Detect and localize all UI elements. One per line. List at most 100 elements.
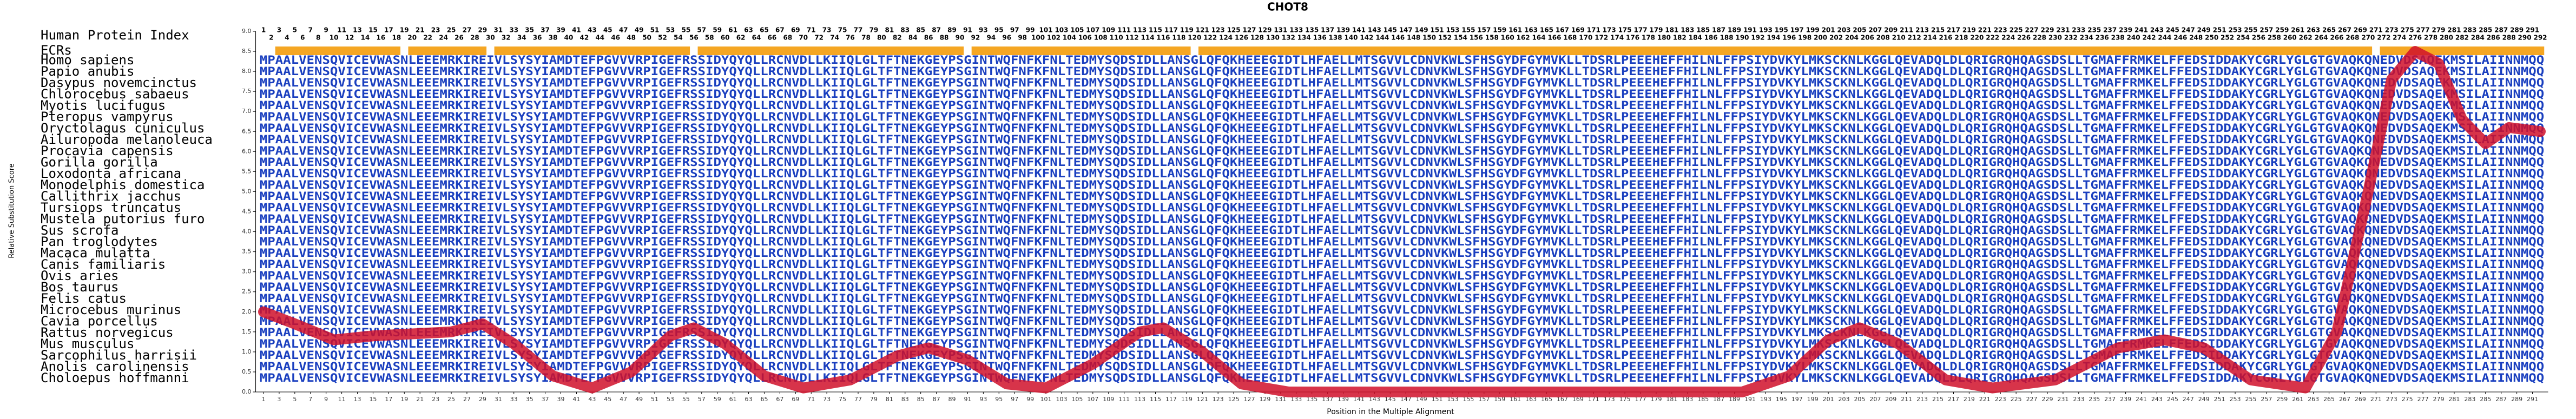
index-number: 184 (1689, 34, 1702, 42)
index-number: 14 (361, 34, 370, 42)
index-number: 198 (1798, 34, 1811, 42)
index-number: 193 (1759, 26, 1773, 34)
index-number: 116 (1156, 34, 1170, 42)
sequence: MPAALVENSQVICEVWASNLEEEMRKIREIVLSYSYIAMD… (260, 178, 2544, 191)
index-number: 80 (877, 34, 886, 42)
ecr-label: ECRs (41, 43, 72, 58)
x-tick-label: 187 (1713, 396, 1724, 403)
index-number: 35 (525, 26, 534, 34)
index-number: 194 (1767, 34, 1780, 42)
index-number: 250 (2205, 34, 2218, 42)
index-number: 13 (353, 26, 362, 34)
index-number: 56 (689, 34, 699, 42)
index-number: 146 (1391, 34, 1405, 42)
index-number: 64 (752, 34, 761, 42)
index-number: 290 (2518, 34, 2532, 42)
index-number: 140 (1344, 34, 1358, 42)
index-number: 232 (2064, 34, 2078, 42)
index-number: 196 (1782, 34, 1796, 42)
index-number: 132 (1282, 34, 1295, 42)
index-number: 31 (493, 26, 503, 34)
x-tick-label: 249 (2198, 396, 2210, 403)
index-number: 275 (2401, 26, 2414, 34)
x-tick-label: 7 (308, 396, 312, 403)
index-number: 138 (1329, 34, 1342, 42)
x-tick-label: 69 (792, 396, 799, 403)
sequence: MPAALVENSQVICEVWASNLEEEMRKIREIVLSYSYIAMD… (260, 190, 2544, 203)
index-number: 47 (619, 26, 628, 34)
sequence: MPAALVENSQVICEVWASNLEEEMRKIREIVLSYSYIAMD… (260, 292, 2544, 305)
index-number: 258 (2268, 34, 2281, 42)
y-tick-label: 2.0 (242, 308, 252, 315)
x-tick-label: 159 (1494, 396, 1505, 403)
x-tick-label: 51 (651, 396, 658, 403)
y-tick-label: 8.5 (242, 48, 252, 55)
index-number: 61 (728, 26, 737, 34)
species-name: Rattus norvegicus (41, 325, 174, 340)
x-tick-label: 135 (1306, 396, 1317, 403)
index-number: 24 (439, 34, 448, 42)
x-tick-label: 123 (1213, 396, 1224, 403)
index-number: 89 (947, 26, 957, 34)
index-number: 111 (1117, 26, 1131, 34)
index-number: 131 (1274, 26, 1287, 34)
index-number: 211 (1900, 26, 1913, 34)
index-number: 134 (1297, 34, 1311, 42)
index-number: 150 (1422, 34, 1436, 42)
species-name: Ailuropoda melanoleuca (41, 132, 213, 147)
index-number: 8 (316, 34, 320, 42)
index-number: 260 (2283, 34, 2297, 42)
index-number: 209 (1884, 26, 1898, 34)
x-tick-label: 115 (1150, 396, 1161, 403)
x-tick-label: 11 (338, 396, 346, 403)
index-number: 83 (900, 26, 910, 34)
x-tick-label: 113 (1134, 396, 1145, 403)
species-name: Macaca mulatta (41, 245, 150, 261)
x-tick-label: 15 (369, 396, 377, 403)
y-tick-label: 6.5 (242, 128, 252, 135)
x-tick-label: 239 (2120, 396, 2131, 403)
y-axis-label: Relative Substitution Score (8, 163, 16, 258)
index-number: 216 (1939, 34, 1952, 42)
index-number: 129 (1258, 26, 1271, 34)
index-number: 187 (1712, 26, 1725, 34)
index-number: 288 (2502, 34, 2516, 42)
species-name: Sus scrofa (41, 223, 119, 238)
species-name: Oryctolagus cuniculus (41, 121, 205, 136)
index-number: 251 (2213, 26, 2226, 34)
index-number: 123 (1211, 26, 1225, 34)
x-tick-label: 173 (1604, 396, 1615, 403)
x-tick-label: 111 (1118, 396, 1130, 403)
sequence: MPAALVENSQVICEVWASNLEEEMRKIREIVLSYSYIAMD… (260, 76, 2544, 89)
x-tick-label: 255 (2245, 396, 2256, 403)
x-tick-label: 243 (2151, 396, 2163, 403)
x-tick-label: 37 (542, 396, 549, 403)
y-tick-label: 4.5 (242, 208, 252, 215)
x-tick-label: 201 (1823, 396, 1834, 403)
index-number: 19 (400, 26, 409, 34)
index-number: 186 (1704, 34, 1718, 42)
index-number: 239 (2119, 26, 2132, 34)
index-number: 177 (1634, 26, 1648, 34)
x-tick-label: 237 (2104, 396, 2116, 403)
index-number: 74 (830, 34, 839, 42)
sequence: MPAALVENSQVICEVWASNLEEEMRKIREIVLSYSYIAMD… (260, 201, 2544, 214)
index-number: 30 (486, 34, 495, 42)
index-number: 102 (1047, 34, 1060, 42)
index-number: 58 (705, 34, 714, 42)
index-number: 167 (1556, 26, 1569, 34)
index-number: 227 (2025, 26, 2039, 34)
sequence: MPAALVENSQVICEVWASNLEEEMRKIREIVLSYSYIAMD… (260, 269, 2544, 282)
species-name: Myotis lucifugus (41, 98, 166, 113)
y-tick-label: 0.0 (242, 388, 252, 395)
x-tick-label: 229 (2041, 396, 2053, 403)
x-tick-label: 119 (1181, 396, 1193, 403)
index-number: 189 (1728, 26, 1741, 34)
index-number: 247 (2182, 26, 2195, 34)
index-number: 59 (713, 26, 722, 34)
index-number: 20 (407, 34, 417, 42)
x-tick-label: 29 (479, 396, 486, 403)
index-number: 271 (2369, 26, 2383, 34)
index-number: 266 (2330, 34, 2343, 42)
x-tick-label: 257 (2261, 396, 2272, 403)
